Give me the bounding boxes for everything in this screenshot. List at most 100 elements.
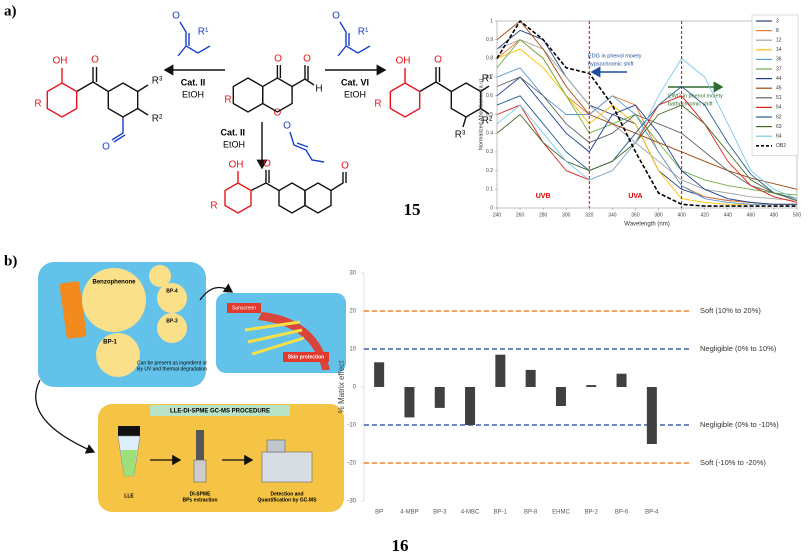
annotation: EWG in phenol moiety <box>668 93 723 99</box>
bond <box>276 65 315 88</box>
atom: R <box>210 201 217 212</box>
legend-label: OB2 <box>776 143 786 149</box>
legend-label: 36 <box>776 57 782 63</box>
atom: R² <box>152 114 163 125</box>
legend-label: 3 <box>776 18 779 24</box>
legend-label: 37 <box>776 66 782 72</box>
effect: Skin protection <box>288 354 324 360</box>
legend-label: 14 <box>776 47 782 53</box>
y-tick-label: 0.5 <box>486 112 493 118</box>
compound: BP-3 <box>166 318 178 324</box>
atom: O <box>283 121 291 132</box>
bond <box>419 67 490 128</box>
y-tick-label: 0 <box>353 385 357 391</box>
atom: H <box>315 84 322 95</box>
gc-ms <box>261 451 313 483</box>
fiber <box>196 430 204 460</box>
bar <box>465 387 476 425</box>
annotation: hypsochromic shift <box>588 61 634 67</box>
sunscreen-tube <box>59 281 87 339</box>
x-tick-label: 480 <box>770 212 779 218</box>
product: Sunscreen <box>232 305 256 311</box>
x-tick-label: BP-4 <box>645 510 659 516</box>
x-tick-label: BP-6 <box>615 510 629 516</box>
atom: R³ <box>152 76 163 87</box>
legend-label: 45 <box>776 86 782 92</box>
note: By UV and thermal degradation <box>137 366 207 372</box>
solvent: EtOH <box>223 139 245 149</box>
bond <box>177 21 211 57</box>
procedure-title: LLE-DI-SPME GC-MS PROCEDURE <box>170 409 270 415</box>
label-box <box>283 352 329 362</box>
atom: R <box>224 95 231 106</box>
legend-label: 54 <box>776 105 782 111</box>
tube <box>118 426 140 436</box>
ring <box>46 82 78 118</box>
step: BPs extraction <box>182 497 217 503</box>
compound-circle <box>149 265 171 287</box>
spectrum-line <box>496 104 798 201</box>
bar <box>434 387 445 408</box>
atom: R¹ <box>482 74 493 85</box>
y-tick-label: 10 <box>349 347 356 353</box>
bar <box>404 387 415 418</box>
region-label: UVB <box>536 193 551 200</box>
bar <box>374 362 385 387</box>
atom: O <box>263 159 271 170</box>
atom: O <box>332 11 340 22</box>
legend-label: 51 <box>776 95 782 101</box>
y-tick-label: 0.9 <box>486 37 493 43</box>
x-tick-label: 380 <box>654 212 663 218</box>
atom: O <box>274 108 282 119</box>
compound-number: 16 <box>392 536 409 555</box>
atom: OH <box>53 56 68 67</box>
x-tick-label: 440 <box>724 212 733 218</box>
step: Quantification by GC-MS <box>258 497 318 503</box>
bond <box>337 21 371 57</box>
atom: O <box>434 55 442 66</box>
bond <box>111 117 126 143</box>
procedure-header <box>150 405 290 416</box>
x-tick-label: 240 <box>493 212 502 218</box>
legend-label: 64 <box>776 134 782 140</box>
graphical-abstract: Benzophenone BP-4 BP-3 BP-1 Can be prese… <box>35 262 346 512</box>
bar <box>646 387 657 444</box>
bar <box>525 369 536 387</box>
atom: O <box>172 11 180 22</box>
x-tick-label: 260 <box>516 212 525 218</box>
x-tick-label: 420 <box>701 212 710 218</box>
x-tick-label: 4-MBP <box>400 510 418 516</box>
reference-label: Negligible (0% to -10%) <box>700 420 779 429</box>
region-label: UVA <box>628 193 642 200</box>
ring <box>450 82 482 118</box>
arrow <box>199 283 234 301</box>
y-tick-label: 0.2 <box>486 168 493 174</box>
atom: R <box>374 99 381 110</box>
x-tick-label: BP-3 <box>433 510 447 516</box>
catalyst: Cat. II <box>181 77 206 87</box>
x-tick-label: 4-MBC <box>461 510 480 516</box>
step: Detection and <box>270 491 303 497</box>
light-rays <box>244 320 305 356</box>
spectrum-line <box>496 95 798 203</box>
x-axis-label: Wavelength (nm) <box>624 222 669 228</box>
spectrum-line <box>496 67 797 205</box>
y-tick-label: 0.7 <box>486 74 493 80</box>
annotation: bathochromic shift <box>668 101 713 107</box>
reference-label: Soft (10% to 20%) <box>700 306 761 315</box>
x-tick-label: EHMC <box>552 510 570 516</box>
y-tick-label: 0.1 <box>486 187 493 193</box>
atom: OH <box>229 160 244 171</box>
gc-ms <box>266 439 286 453</box>
y-tick-label: -20 <box>347 461 356 467</box>
catalyst: Cat. VI <box>341 77 369 87</box>
atom: R² <box>482 116 493 127</box>
bond <box>289 131 325 163</box>
ring <box>278 182 306 214</box>
legend-label: 12 <box>776 38 782 44</box>
atom: R³ <box>455 130 466 141</box>
annotation: EDG in phenol moiety <box>588 53 642 59</box>
reference-label: Negligible (0% to 10%) <box>700 344 777 353</box>
y-tick-label: 0.6 <box>486 93 493 99</box>
atom: O <box>274 54 282 65</box>
